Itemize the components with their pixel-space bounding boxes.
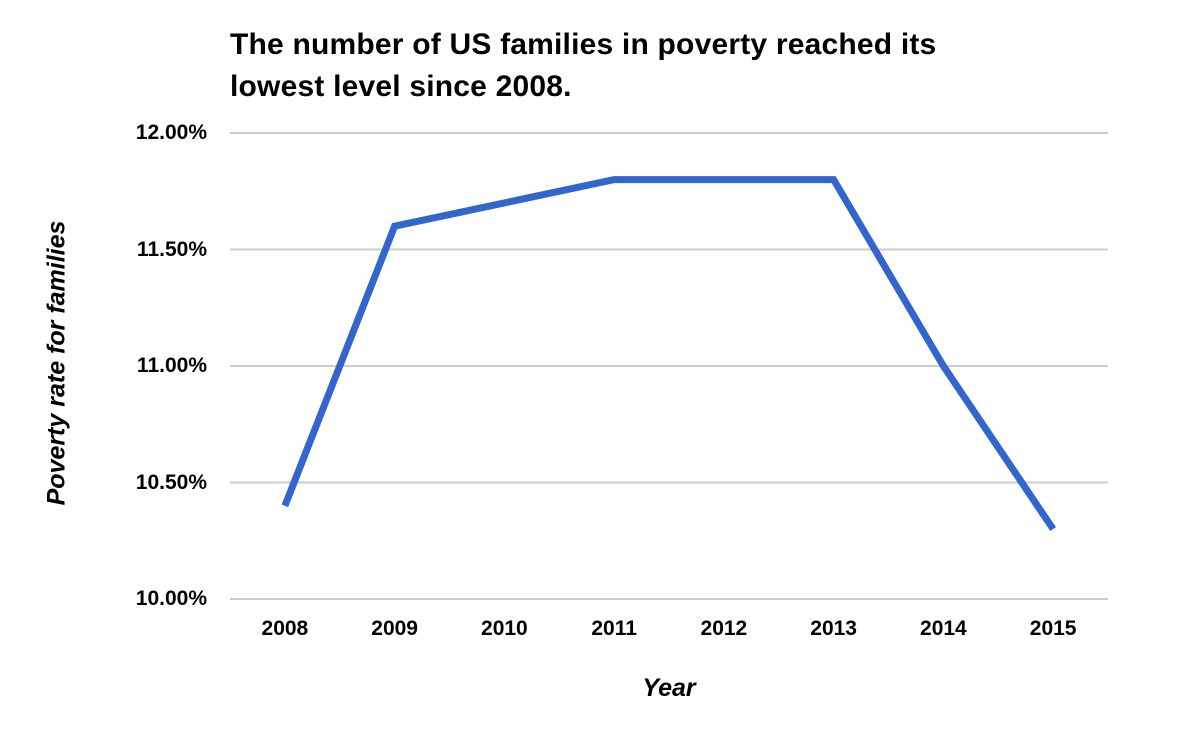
y-tick-label: 10.50% (135, 470, 207, 494)
y-tick-label: 11.50% (136, 237, 207, 261)
chart-title-line-2: lowest level since 2008. (230, 70, 572, 103)
x-tick-label: 2010 (481, 617, 528, 640)
x-tick-label: 2014 (920, 617, 967, 640)
chart-title-line-1: The number of US families in poverty rea… (230, 28, 937, 61)
y-tick-label: 12.00% (135, 121, 207, 144)
x-axis-title: Year (642, 674, 696, 702)
x-tick-label: 2012 (700, 617, 748, 640)
data-line-poverty-rate (281, 176, 1057, 532)
y-tick-label: 10.00% (135, 587, 207, 610)
x-tick-label: 2011 (591, 617, 637, 640)
y-axis-tick-labels: 12.00% 11.50% 11.00% 10.50% 10.00% (0, 0, 207, 742)
x-tick-label: 2015 (1029, 617, 1077, 640)
y-tick-label: 11.00% (136, 354, 207, 377)
x-tick-label: 2013 (810, 617, 857, 640)
x-axis-tick-labels: 2008 2009 2010 2011 2012 2013 2014 2015 (0, 617, 1200, 647)
x-tick-label: 2008 (261, 617, 309, 640)
x-tick-label: 2009 (371, 617, 418, 640)
chart-title: The number of US families in poverty rea… (230, 24, 1115, 108)
